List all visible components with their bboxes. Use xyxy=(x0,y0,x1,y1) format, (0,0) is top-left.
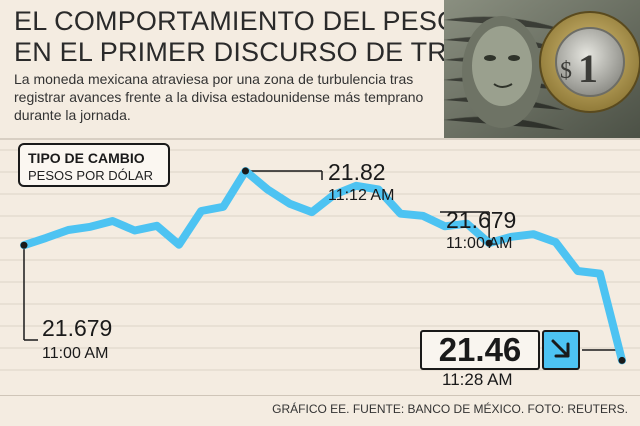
subtitle: La moneda mexicana atraviesa por una zon… xyxy=(14,71,424,123)
last-value-time: 11:28 AM xyxy=(442,370,513,389)
marker-last xyxy=(618,356,626,364)
header: EL COMPORTAMIENTO DEL PESO EN EL PRIMER … xyxy=(0,0,640,138)
marker-start xyxy=(20,241,28,249)
annotation-start-time: 11:00 AM xyxy=(42,345,108,362)
legend-box: TIPO DE CAMBIO PESOS POR DÓLAR xyxy=(18,143,170,187)
marker-peak xyxy=(241,167,249,175)
legend-title: TIPO DE CAMBIO xyxy=(28,150,145,166)
page-title: EL COMPORTAMIENTO DEL PESO EN EL PRIMER … xyxy=(14,6,508,68)
marker-mid xyxy=(485,239,493,247)
photo-dollar-and-peso-coin: 1 $ xyxy=(444,0,640,138)
annotation-peak-value: 21.82 xyxy=(328,159,386,185)
annotation-markers xyxy=(20,167,626,364)
footer-divider xyxy=(0,395,640,396)
title-line-1: EL COMPORTAMIENTO DEL PESO xyxy=(14,6,459,36)
legend-subtitle: PESOS POR DÓLAR xyxy=(28,168,153,183)
title-line-2: EN EL PRIMER DISCURSO DE TRUMP xyxy=(14,37,508,67)
annotation-start-value: 21.679 xyxy=(42,315,112,341)
gridlines xyxy=(0,149,640,371)
footer-credit: GRÁFICO EE. FUENTE: BANCO DE MÉXICO. FOT… xyxy=(272,402,628,416)
arrow-down-right-icon xyxy=(542,330,580,370)
svg-text:1: 1 xyxy=(578,46,598,91)
annotation-peak-time: 11:12 AM xyxy=(328,187,394,204)
last-value-box: 21.46 xyxy=(420,330,540,370)
series-line xyxy=(20,167,626,365)
svg-text:$: $ xyxy=(560,58,572,84)
annotation-mid-time: 11:00 AM xyxy=(446,235,512,252)
annotation-mid-value: 21.679 xyxy=(446,207,516,233)
header-divider xyxy=(0,138,640,140)
